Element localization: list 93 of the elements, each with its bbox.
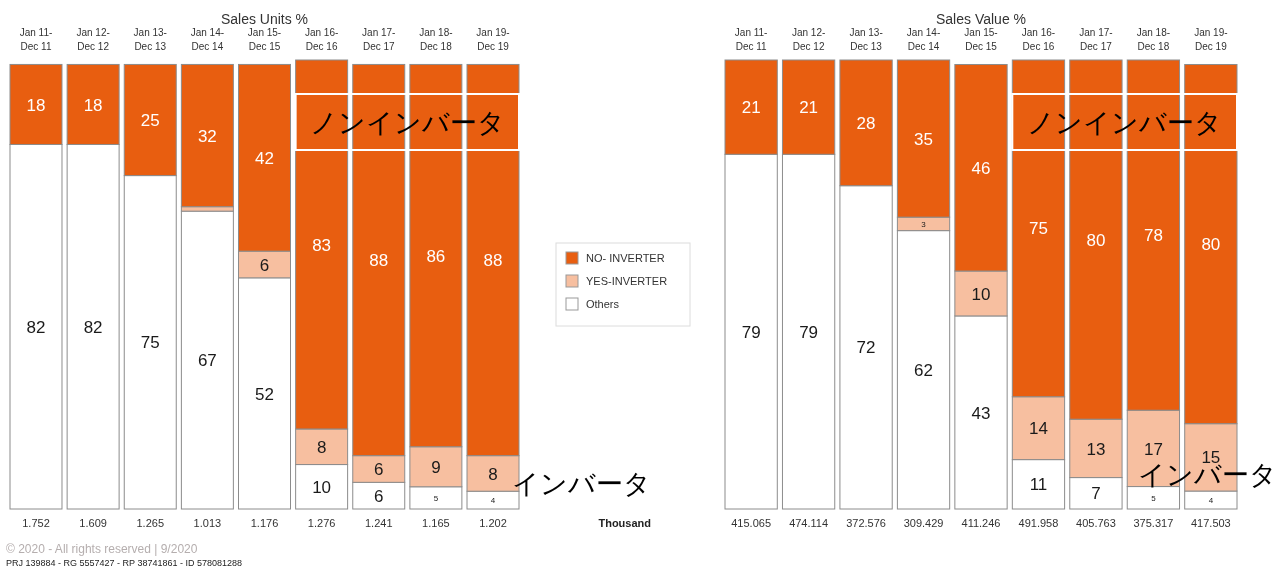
data-label: 21 (741, 98, 761, 118)
data-label: 6 (374, 486, 384, 506)
data-label: 3 (921, 219, 927, 229)
data-label: 8 (316, 437, 327, 457)
data-label: 10 (971, 284, 991, 304)
x-tick-label: Jan 17-Dec 17 (1079, 27, 1113, 52)
x-tick-label: Jan 13-Dec 13 (849, 27, 883, 52)
data-label: 86 (426, 246, 446, 266)
x-tick-label: Jan 12-Dec 12 (76, 27, 110, 52)
text: Thousand (598, 517, 651, 529)
chart-title: Sales Units % (220, 11, 309, 27)
data-label: 62 (914, 360, 933, 380)
data-label: 75 (1029, 219, 1048, 239)
data-label: 80 (1086, 230, 1106, 250)
x-tick-label: Jan 15-Dec 15 (964, 27, 998, 52)
data-label: 52 (255, 384, 274, 404)
x-tick-label: Jan 16-Dec 16 (304, 27, 339, 52)
data-label: 21 (799, 98, 819, 118)
data-label: 88 (483, 251, 503, 271)
data-label: 4 (1208, 495, 1214, 505)
text: 474.114 (789, 517, 829, 529)
text: 1.165 (422, 517, 450, 529)
data-label: 82 (26, 317, 46, 337)
x-tick-label: Jan 13-Dec 13 (133, 27, 167, 52)
chart-title: Sales Value % (935, 11, 1027, 27)
x-tick-label: Jan 14-Dec 14 (906, 27, 941, 52)
text: 1.013 (193, 517, 222, 529)
data-label: 28 (856, 113, 876, 133)
data-label: 11 (1029, 475, 1048, 495)
data-label: 79 (741, 322, 761, 342)
text: 309.429 (903, 517, 944, 529)
text: 1.202 (479, 517, 507, 529)
text: 1.265 (136, 517, 165, 529)
data-label: 13 (1086, 439, 1106, 459)
text: 1.609 (79, 517, 107, 529)
x-tick-label: Jan 15-Dec 15 (247, 27, 282, 52)
legend-label: NO- INVERTER (586, 251, 665, 264)
data-label: 8 (488, 464, 498, 484)
x-tick-label: Jan 14-Dec 14 (190, 27, 225, 52)
data-label: 6 (259, 255, 270, 275)
data-label: 46 (971, 158, 991, 178)
data-label: 42 (255, 148, 274, 168)
text: 372.576 (846, 517, 886, 529)
data-label: 9 (431, 457, 441, 477)
data-label: 18 (26, 95, 46, 115)
data-label: 82 (83, 317, 103, 337)
data-label: 14 (1029, 419, 1048, 439)
x-tick-label: Jan 11-Dec 11 (734, 27, 768, 52)
text: 405.763 (1076, 517, 1116, 529)
text: 1.276 (307, 517, 336, 529)
text: 1.241 (364, 517, 393, 529)
bar (180, 210, 234, 510)
text: 417.503 (1190, 517, 1231, 529)
data-label: 5 (433, 493, 439, 503)
text: 411.246 (961, 517, 1001, 529)
data-label: 35 (914, 129, 933, 149)
text: 1.176 (250, 517, 279, 529)
text: 491.958 (1018, 517, 1059, 529)
x-tick-label: Jan 18-Dec 18 (419, 27, 453, 52)
legend-label: YES-INVERTER (586, 274, 668, 287)
data-label: 43 (971, 403, 991, 423)
text: 375.317 (1133, 517, 1174, 529)
data-label: 72 (856, 338, 876, 358)
data-label: 7 (1091, 484, 1101, 504)
data-label: 88 (369, 251, 389, 271)
data-label: 83 (312, 235, 332, 255)
x-tick-label: Jan 11-Dec 11 (19, 27, 53, 52)
text: © 2020 - All rights reserved | 9/2020 (6, 542, 198, 556)
data-label: 4 (490, 495, 496, 505)
data-label: 5 (1151, 493, 1157, 503)
x-tick-label: Jan 19-Dec 19 (476, 27, 510, 52)
data-label: 67 (197, 351, 217, 371)
x-tick-label: Jan 19-Dec 19 (1194, 27, 1228, 52)
text: 1.752 (22, 517, 50, 529)
data-label: 6 (374, 460, 384, 480)
data-label: 10 (312, 477, 332, 497)
data-label: 80 (1201, 235, 1221, 255)
text: 415.065 (731, 517, 772, 529)
data-label: 79 (799, 322, 819, 342)
text: PRJ 139884 - RG 5557427 - RP 38741861 - ID 578081288 (6, 558, 242, 568)
data-label: 25 (140, 111, 160, 131)
annotation: インバータ (512, 468, 651, 499)
x-tick-label: Jan 12-Dec 12 (791, 27, 826, 52)
data-label: 32 (197, 126, 217, 146)
data-label: 78 (1143, 226, 1163, 246)
x-tick-label: Jan 16-Dec 16 (1021, 27, 1056, 52)
x-tick-label: Jan 17-Dec 17 (362, 27, 396, 52)
data-label: 75 (140, 333, 160, 353)
data-label: 17 (1143, 439, 1163, 459)
legend-label: Others (586, 297, 620, 310)
x-tick-label: Jan 18-Dec 18 (1136, 27, 1171, 52)
bar (180, 63, 234, 208)
data-label: 18 (83, 95, 103, 115)
